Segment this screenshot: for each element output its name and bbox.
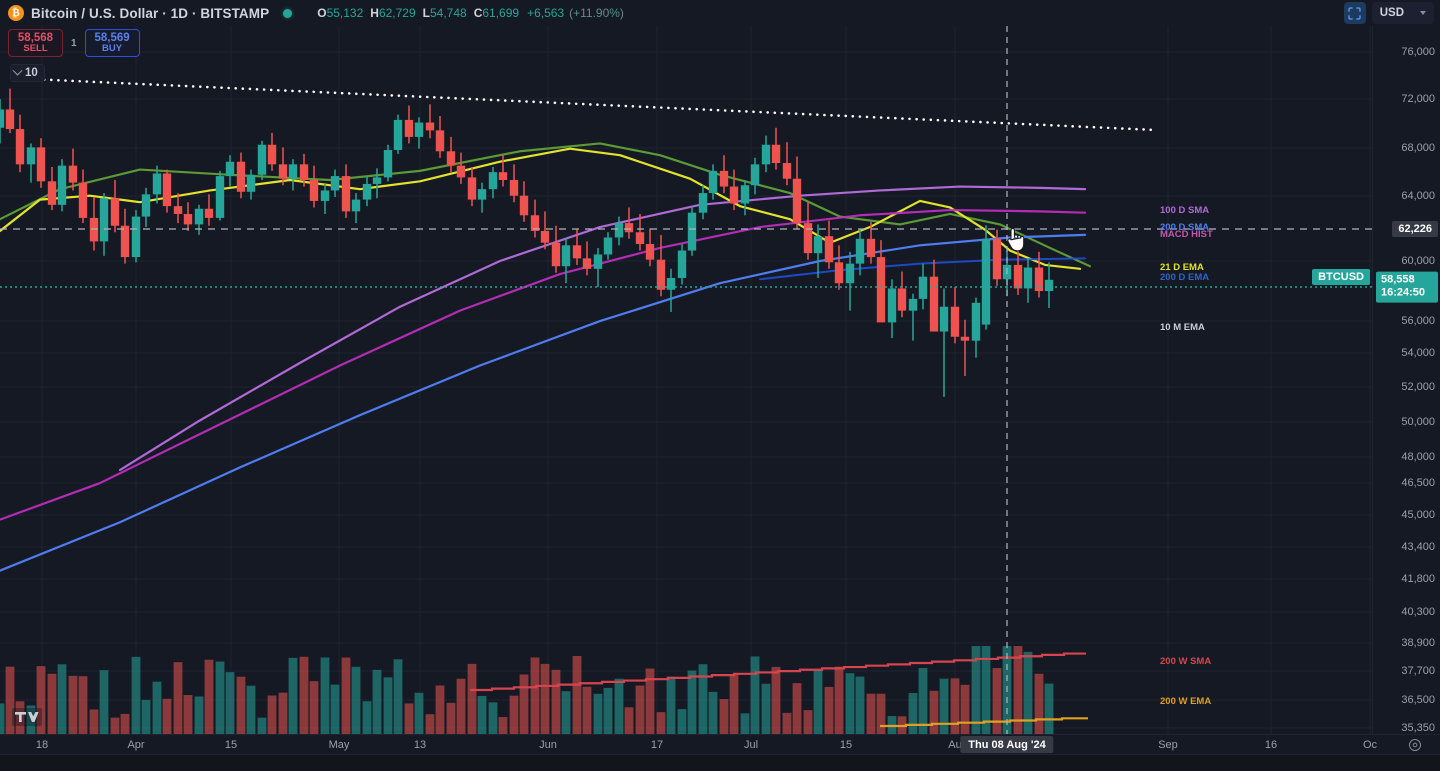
sell-label: SELL: [23, 43, 48, 55]
chart-gridlines: [0, 26, 1372, 734]
fullscreen-icon[interactable]: [1343, 2, 1366, 24]
price-tick: 46,500: [1401, 477, 1435, 489]
last-price-badge[interactable]: 58,558 16:24:50: [1376, 271, 1438, 303]
indicator-label-10-m-ema[interactable]: 10 M EMA: [1160, 322, 1205, 333]
ohlc-change-percent: (+11.90%): [569, 6, 624, 20]
header-right-controls: USD: [1343, 2, 1434, 24]
indicator-label-200-w-sma[interactable]: 200 W SMA: [1160, 656, 1212, 667]
time-tick: 18: [35, 739, 49, 751]
currency-selector[interactable]: USD: [1371, 2, 1434, 24]
last-price-value: 58,558: [1381, 273, 1415, 286]
price-tick: 50,000: [1401, 416, 1435, 428]
chart-header: ₿ Bitcoin / U.S. Dollar · 1D · BITSTAMP …: [0, 0, 1440, 26]
dotted-trendline: [28, 77, 1157, 132]
sell-button[interactable]: 58,568 SELL: [8, 29, 63, 57]
buy-price: 58,569: [94, 31, 130, 44]
price-tick: 43,400: [1401, 541, 1435, 553]
ohlc-low-key: L: [422, 6, 430, 20]
price-tick: 56,000: [1401, 315, 1435, 327]
chart-legend-collapsed[interactable]: 10: [10, 64, 45, 82]
crosshair-price-badge: 62,226: [1392, 221, 1438, 237]
price-chart-pane[interactable]: [0, 26, 1372, 734]
time-tick: 15: [839, 739, 853, 751]
price-tick: 35,350: [1401, 722, 1435, 734]
crosshair-date-badge: Thu 08 Aug '24: [960, 736, 1054, 753]
bottom-status-bar: [0, 754, 1440, 771]
volume-histogram: [0, 646, 1054, 734]
price-tick: 40,300: [1401, 606, 1435, 618]
price-tick: 64,000: [1401, 190, 1435, 202]
currency-label: USD: [1379, 7, 1404, 19]
price-tick: 72,000: [1401, 93, 1435, 105]
time-tick: May: [328, 739, 350, 751]
indicator-label-200-w-ema[interactable]: 200 W EMA: [1160, 696, 1212, 707]
chevron-down-icon: [1420, 11, 1426, 15]
indicator-label-100-d-sma[interactable]: 100 D SMA: [1160, 205, 1210, 216]
ohlc-values: O 55,132 H 62,729 L 54,748 C 61,699 +6,5…: [310, 6, 624, 20]
bar-countdown: 16:24:50: [1381, 287, 1426, 299]
price-level-lines: [0, 228, 1372, 288]
gear-icon[interactable]: [1408, 738, 1422, 752]
time-tick: Jun: [539, 739, 557, 751]
price-tick: 38,900: [1401, 637, 1435, 649]
price-tick: 76,000: [1401, 46, 1435, 58]
ohlc-high-value: 62,729: [378, 6, 416, 20]
time-tick: 13: [413, 739, 427, 751]
price-tick: 36,500: [1401, 694, 1435, 706]
bitcoin-icon: ₿: [8, 5, 24, 21]
indicator-label-macd-hist[interactable]: MACD HIST: [1160, 229, 1213, 240]
tradingview-logo: [12, 708, 42, 731]
btcusd-price-tag: BTCUSD: [1312, 269, 1370, 285]
time-tick: 16: [1264, 739, 1278, 751]
ohlc-low-value: 54,748: [429, 6, 467, 20]
time-tick: Jul: [743, 739, 759, 751]
price-tick: 54,000: [1401, 347, 1435, 359]
candlestick-series: [0, 88, 1054, 397]
time-tick: Apr: [127, 739, 145, 751]
price-tick: 45,000: [1401, 509, 1435, 521]
time-axis[interactable]: 18 Apr 15 May 13 Jun 17 Jul 15 Au Sep 16 Oc Thu 08 Au…: [0, 734, 1440, 754]
price-tick: 41,800: [1401, 573, 1435, 585]
sell-price: 58,568: [17, 31, 54, 44]
ohlc-change: +6,563: [527, 6, 565, 20]
time-tick: Sep: [1158, 739, 1178, 751]
indicator-label-21-d-ema[interactable]: 21 D EMA: [1160, 262, 1204, 273]
ohlc-high-key: H: [370, 6, 379, 20]
ohlc-close-value: 61,699: [482, 6, 520, 20]
time-tick: Oc: [1362, 739, 1378, 751]
moving-average-lines: [0, 142, 1092, 728]
time-tick: 15: [224, 739, 238, 751]
price-axis[interactable]: 76,000 72,000 68,000 64,000 60,000 56,000 54,0…: [1372, 26, 1440, 734]
price-tick: 48,000: [1401, 451, 1435, 463]
trade-quantity[interactable]: 1: [71, 37, 77, 49]
trade-buttons: 58,568 SELL 1 58,569 BUY: [8, 29, 140, 57]
buy-label: BUY: [102, 43, 123, 55]
legend-value: 10: [25, 67, 38, 79]
symbol-title[interactable]: Bitcoin / U.S. Dollar · 1D · BITSTAMP: [31, 5, 270, 21]
indicator-label-200-d-sma[interactable]: 200 D SMA: [1160, 222, 1210, 233]
time-tick: 17: [650, 739, 664, 751]
ohlc-open-key: O: [317, 6, 327, 20]
ohlc-open-value: 55,132: [326, 6, 364, 20]
ohlc-close-key: C: [473, 6, 483, 20]
buy-button[interactable]: 58,569 BUY: [84, 29, 140, 57]
chart-canvas[interactable]: [0, 26, 1372, 734]
chevron-down-icon[interactable]: [12, 65, 23, 76]
price-tick: 52,000: [1401, 381, 1435, 393]
price-tick: 37,700: [1401, 665, 1435, 677]
indicator-label-200-d-ema[interactable]: 200 D EMA: [1160, 272, 1210, 283]
time-tick: Au: [948, 739, 962, 751]
price-tick: 60,000: [1401, 255, 1435, 267]
market-open-dot: [283, 8, 293, 18]
price-tick: 68,000: [1401, 142, 1435, 154]
